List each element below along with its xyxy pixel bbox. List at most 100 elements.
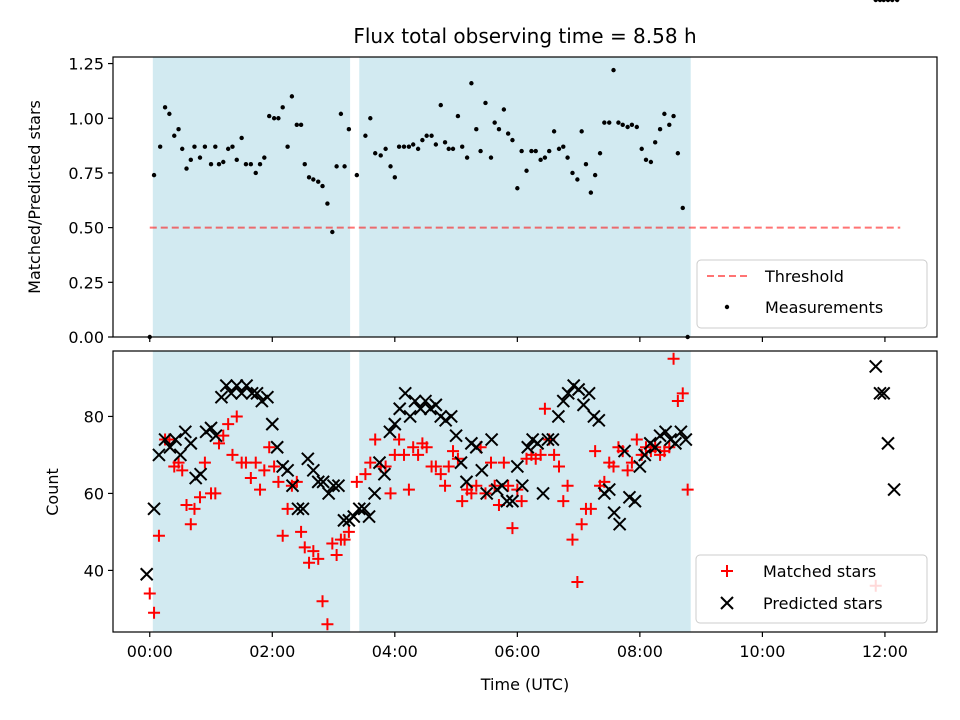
predicted-star-point — [163, 440, 177, 454]
ratio-y-tick-label: 0.25 — [68, 273, 104, 292]
matched-star-point — [312, 552, 325, 565]
measurement-point — [302, 161, 307, 167]
matched-star-point — [515, 495, 528, 508]
measurement-point — [894, 0, 900, 3]
predicted-legend-swatch — [720, 596, 734, 610]
measurement-point — [188, 157, 194, 163]
predicted-star-point — [475, 463, 489, 478]
ratio-y-tick-label: 1.00 — [68, 109, 104, 128]
predicted-star-point — [638, 448, 652, 462]
measurement-point — [298, 122, 304, 128]
predicted-star-point — [260, 390, 275, 404]
count-x-tick-label: 00:00 — [127, 642, 173, 661]
matched-star-point — [681, 483, 694, 496]
predicted-star-point — [219, 378, 234, 393]
matched-star-point — [338, 533, 351, 546]
matched-star-point — [671, 395, 684, 408]
measurement-point — [639, 146, 644, 152]
matched-star-point — [589, 445, 602, 458]
matched-star-point — [402, 483, 415, 496]
matched-star-point — [276, 529, 289, 542]
matched-star-point — [258, 464, 271, 477]
matched-star-point — [667, 352, 680, 365]
count-legend: Matched stars Predicted stars — [695, 554, 928, 624]
ratio-y-tick-label: 0.00 — [68, 328, 104, 347]
matched-star-point — [143, 587, 156, 600]
matched-star-point — [566, 533, 579, 546]
matched-star-point — [429, 460, 442, 473]
matched-star-point — [307, 545, 320, 558]
matched-star-point — [571, 575, 584, 588]
measurement-point — [176, 126, 181, 132]
predicted-star-point — [541, 432, 555, 447]
measurement-point — [478, 148, 483, 154]
matched-star-point — [412, 448, 425, 461]
predicted-star-point — [316, 475, 330, 489]
predicted-star-point — [158, 432, 172, 447]
observing-band — [152, 57, 351, 337]
measurement-point — [248, 161, 254, 167]
predicted-star-point — [454, 455, 468, 470]
predicted-star-point — [301, 452, 315, 466]
measurement-point — [276, 116, 281, 121]
matched-star-point — [420, 441, 433, 454]
measurement-point — [662, 111, 667, 117]
predicted-star-point — [612, 517, 627, 531]
measurement-point — [392, 175, 398, 180]
matched-star-point — [534, 448, 547, 461]
predicted-star-point — [628, 494, 642, 508]
measurement-point — [634, 124, 640, 130]
observing-band — [359, 57, 691, 337]
predicted-star-point — [480, 486, 494, 501]
matched-star-point — [407, 441, 420, 454]
predicted-star-point — [576, 398, 591, 412]
matched-star-point — [226, 448, 239, 461]
matched-star-point — [663, 441, 676, 454]
predicted-star-point — [139, 567, 154, 581]
matched-star-point — [176, 464, 189, 477]
predicted-star-point — [607, 505, 621, 520]
matched-star-point — [303, 556, 316, 569]
matched-star-point — [398, 448, 411, 461]
matched-star-point — [148, 606, 161, 619]
predicted-star-point — [209, 428, 223, 443]
measurement-point — [221, 159, 226, 165]
matched-star-point — [359, 468, 372, 481]
measurement-point — [629, 122, 635, 128]
matched-star-point — [180, 498, 193, 511]
predicted-star-point — [658, 425, 673, 439]
matched-star-point — [384, 487, 397, 500]
measurement-point — [597, 151, 603, 156]
matched-star-point — [470, 479, 483, 492]
predicted-legend-label: Predicted stars — [763, 594, 883, 613]
measurement-point — [180, 146, 185, 152]
predicted-star-point — [234, 386, 249, 401]
measurement-point — [202, 144, 208, 149]
count-x-tick-label: 04:00 — [372, 642, 418, 661]
measurement-point — [406, 144, 412, 149]
predicted-star-point — [245, 386, 259, 401]
predicted-star-point — [352, 502, 366, 516]
measurement-point — [505, 131, 511, 136]
predicted-star-point — [306, 463, 321, 478]
measurement-point — [373, 151, 378, 156]
measurement-point — [151, 172, 157, 178]
measurement-point — [368, 116, 373, 121]
predicted-star-point — [321, 486, 336, 501]
measurement-point — [583, 161, 589, 167]
predicted-star-point — [648, 440, 662, 454]
matched-star-point — [342, 525, 355, 538]
measurement-point — [162, 105, 168, 110]
predicted-star-point — [403, 409, 417, 424]
predicted-star-point — [377, 467, 392, 481]
count-x-tick-label: 06:00 — [494, 642, 540, 661]
predicted-star-point — [280, 463, 295, 478]
count-y-tick-label: 80 — [84, 407, 104, 426]
measurement-point — [625, 124, 630, 130]
predicted-star-point — [530, 436, 545, 451]
measurement-point — [496, 126, 502, 132]
predicted-star-point — [876, 386, 891, 401]
matched-star-point — [607, 460, 620, 473]
predicted-star-point — [250, 386, 264, 401]
predicted-star-point — [413, 402, 428, 416]
